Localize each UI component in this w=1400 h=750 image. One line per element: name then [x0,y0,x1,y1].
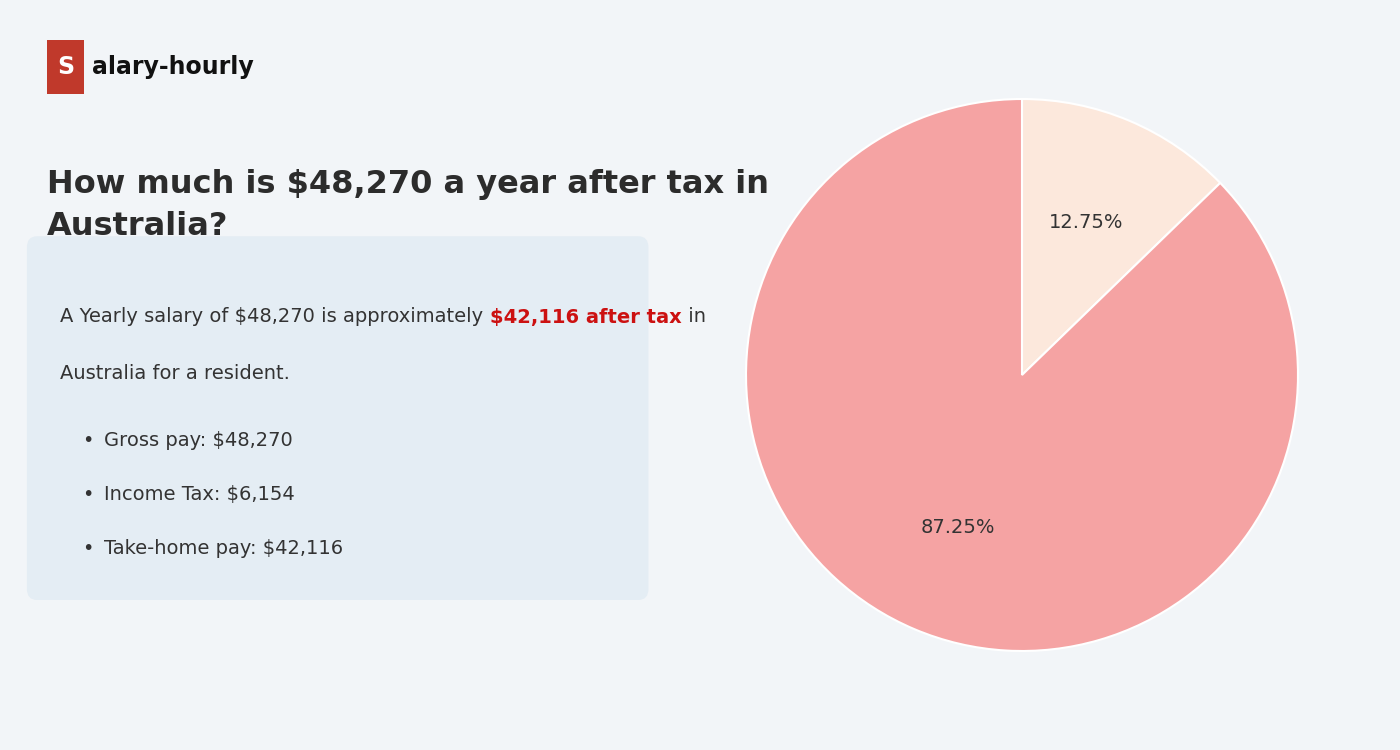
Text: $42,116 after tax: $42,116 after tax [490,308,682,326]
Text: •: • [81,431,92,450]
Text: A Yearly salary of $48,270 is approximately: A Yearly salary of $48,270 is approximat… [60,308,490,326]
Text: S: S [57,55,74,79]
Text: alary-hourly: alary-hourly [92,55,253,79]
Text: •: • [81,485,92,504]
Text: Gross pay: $48,270: Gross pay: $48,270 [104,431,293,450]
Text: Australia for a resident.: Australia for a resident. [60,364,290,382]
Text: 87.25%: 87.25% [920,518,994,537]
Text: in: in [682,308,706,326]
Wedge shape [1022,99,1221,375]
Text: How much is $48,270 a year after tax in
Australia?: How much is $48,270 a year after tax in … [48,169,769,242]
Text: 12.75%: 12.75% [1050,213,1124,232]
Text: Take-home pay: $42,116: Take-home pay: $42,116 [104,539,343,558]
Text: •: • [81,539,92,558]
Text: Income Tax: $6,154: Income Tax: $6,154 [104,485,295,504]
Wedge shape [746,99,1298,651]
FancyBboxPatch shape [48,40,84,94]
FancyBboxPatch shape [27,236,648,600]
